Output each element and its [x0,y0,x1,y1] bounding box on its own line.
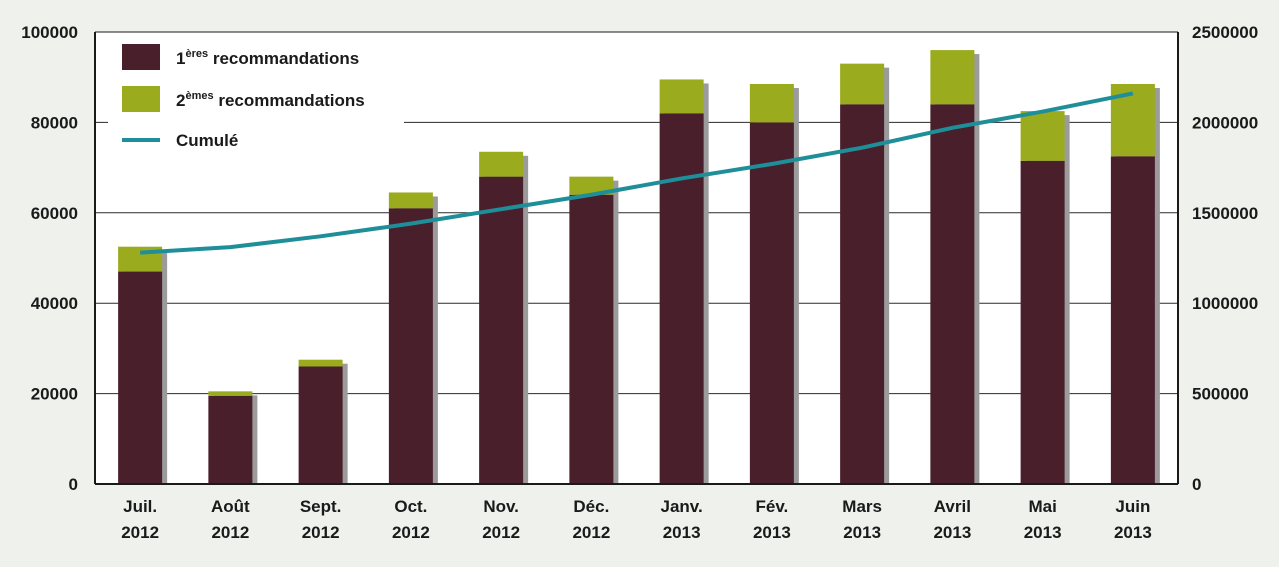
bar-first-recommendations [388,208,433,484]
right-axis-ticks: 0 500000 1000000 1500000 2000000 2500000 [1192,23,1258,494]
category-year: 2012 [302,523,340,542]
category-label: Sept. 2012 [300,497,342,542]
right-tick-label: 0 [1192,475,1201,494]
category-label: Oct. 2012 [392,497,430,542]
bar-second-recommendations [479,151,524,177]
right-tick-label: 2000000 [1192,113,1258,132]
left-tick-label: 80000 [31,113,78,132]
bar-second-recommendations [749,83,794,123]
category-label: Juil. 2012 [121,497,159,542]
right-tick-label: 2500000 [1192,23,1258,42]
bar-second-recommendations [298,359,343,367]
bar-first-recommendations [659,113,704,485]
right-tick-label: 500000 [1192,385,1249,404]
legend-label-cumulative: Cumulé [176,131,238,150]
category-label: Fév. 2013 [753,497,791,542]
category-label: Janv. 2013 [661,497,703,542]
category-month: Mars [842,497,882,516]
bar-first-recommendations [208,395,253,484]
bar-second-recommendations [1020,111,1065,161]
bar-first-recommendations [749,122,794,485]
legend: 1ères recommandations 2èmes recommandatio… [108,37,404,159]
bar-second-recommendations [208,391,253,396]
category-label: Juin 2013 [1114,497,1152,542]
bar-first-recommendations [1020,160,1065,484]
cumulative-line [140,91,1134,255]
category-label: Mars 2013 [842,497,882,542]
category-label: Août 2012 [211,497,250,542]
bar-first-recommendations [479,176,524,484]
category-month: Fév. [755,497,788,516]
category-year: 2012 [572,523,610,542]
left-tick-label: 100000 [21,23,78,42]
bar-second-recommendations [840,63,885,105]
category-month: Oct. [394,497,427,516]
category-month: Sept. [300,497,342,516]
bar-second-recommendations [659,79,704,114]
category-year: 2013 [843,523,881,542]
category-month: Juil. [123,497,157,516]
category-year: 2013 [1024,523,1062,542]
bars [118,50,1160,485]
legend-swatch-first [122,44,160,70]
category-month: Janv. [661,497,703,516]
category-label: Mai 2013 [1024,497,1062,542]
left-tick-label: 40000 [31,294,78,313]
bar-second-recommendations [569,176,614,195]
left-tick-label: 20000 [31,385,78,404]
category-year: 2012 [211,523,249,542]
category-year: 2013 [753,523,791,542]
category-year: 2012 [392,523,430,542]
bar-first-recommendations [298,366,343,484]
category-year: 2013 [933,523,971,542]
bar-first-recommendations [569,194,614,484]
category-month: Mai [1028,497,1056,516]
legend-label-second: 2èmes recommandations [176,90,365,110]
bar-first-recommendations [930,104,975,484]
category-labels: Juil. 2012 Août 2012 Sept. 2012 Oct. 2012 Nov. 20… [121,497,1152,542]
axes [94,31,1179,485]
category-label: Déc. 2012 [572,497,610,542]
category-label: Nov. 2012 [482,497,520,542]
category-year: 2012 [121,523,159,542]
right-tick-label: 1000000 [1192,294,1258,313]
left-axis-ticks: 0 20000 40000 60000 80000 100000 [21,23,78,494]
category-month: Juin [1115,497,1150,516]
bar-first-recommendations [840,104,885,484]
category-year: 2013 [663,523,701,542]
category-year: 2012 [482,523,520,542]
legend-label-first: 1ères recommandations [176,48,359,68]
category-month: Nov. [483,497,519,516]
bar-second-recommendations [930,50,975,105]
bar-first-recommendations [1110,156,1155,485]
cumulative-series-line [140,91,1134,255]
category-month: Août [211,497,250,516]
category-month: Déc. [573,497,609,516]
bar-first-recommendations [118,271,163,484]
category-month: Avril [934,497,971,516]
category-label: Avril 2013 [933,497,971,542]
left-tick-label: 60000 [31,204,78,223]
right-tick-label: 1500000 [1192,204,1258,223]
category-year: 2013 [1114,523,1152,542]
left-tick-label: 0 [69,475,78,494]
legend-swatch-second [122,86,160,112]
bar-second-recommendations [388,192,433,209]
